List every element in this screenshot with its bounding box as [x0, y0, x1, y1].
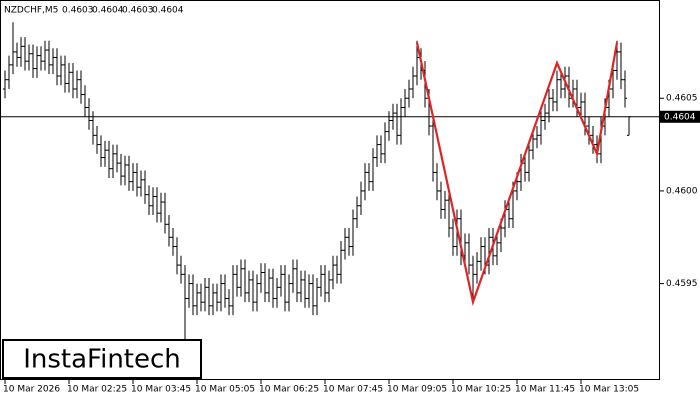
logo-box [2, 339, 202, 379]
x-tick-label: 10 Mar 05:05 [195, 385, 255, 395]
price-box [660, 110, 700, 123]
pattern-line [415, 42, 619, 307]
symbol: NZDCHF,M5 [4, 6, 58, 16]
x-tick-label: 10 Mar 13:05 [579, 385, 639, 395]
x-tick-label: 10 Mar 02:25 [67, 385, 127, 395]
price-label: 0.4604 [664, 112, 696, 122]
x-tick-label: 10 Mar 2026 [3, 385, 60, 395]
last-close: 0.4604 [152, 6, 184, 16]
x-tick-label: 10 Mar 06:25 [259, 385, 319, 395]
x-tick-label: 10 Mar 07:45 [323, 385, 383, 395]
y-tick-label: 0.4605 [666, 94, 698, 104]
y-tick-label: 0.4600 [666, 186, 698, 196]
x-tick-label: 10 Mar 03:45 [131, 385, 191, 395]
overlay: 0.4604 [0, 42, 700, 307]
logo: InstaFintech [23, 345, 181, 375]
last-high: 0.4604 [92, 6, 124, 16]
x-tick-label: 10 Mar 10:25 [451, 385, 511, 395]
x-tick-label: 10 Mar 09:05 [387, 385, 447, 395]
x-tick-label: 10 Mar 11:45 [515, 385, 575, 395]
last-open: 0.4603 [62, 6, 94, 16]
y-tick-label: 0.4595 [666, 279, 698, 289]
plot-frame [0, 0, 660, 380]
last-low: 0.4603 [122, 6, 154, 16]
